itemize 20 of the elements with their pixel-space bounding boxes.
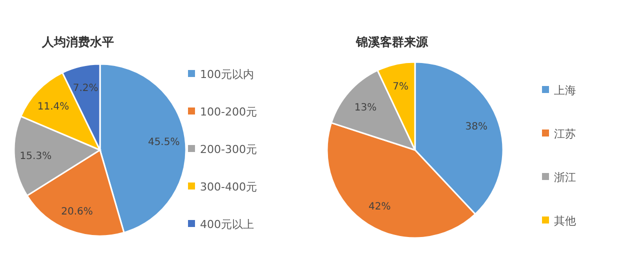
legend-label: 100-200元 <box>200 106 257 118</box>
data-label: 45.5% <box>148 136 180 148</box>
legend-label: 上海 <box>554 84 576 97</box>
legend-label: 江苏 <box>554 128 576 140</box>
data-label: 38% <box>465 122 488 133</box>
legend-label: 300-400元 <box>200 180 257 194</box>
data-label: 42% <box>368 202 391 213</box>
legend-label: 100元以内 <box>200 68 254 81</box>
legend-label: 其他 <box>554 214 576 228</box>
data-label: 13% <box>354 102 377 114</box>
chart-title: 锦溪客群来源 <box>355 35 429 49</box>
data-label: 7% <box>392 82 409 93</box>
legend-label: 400元以上 <box>200 218 254 231</box>
chart-title: 人均消费水平 <box>41 35 114 49</box>
legend-label: 200-300元 <box>200 143 257 156</box>
data-label: 7.2% <box>72 83 98 94</box>
data-label: 11.4% <box>37 102 70 113</box>
legend-label: 浙江 <box>554 171 576 184</box>
data-label: 20.6% <box>61 206 93 218</box>
data-label: 15.3% <box>20 151 52 162</box>
